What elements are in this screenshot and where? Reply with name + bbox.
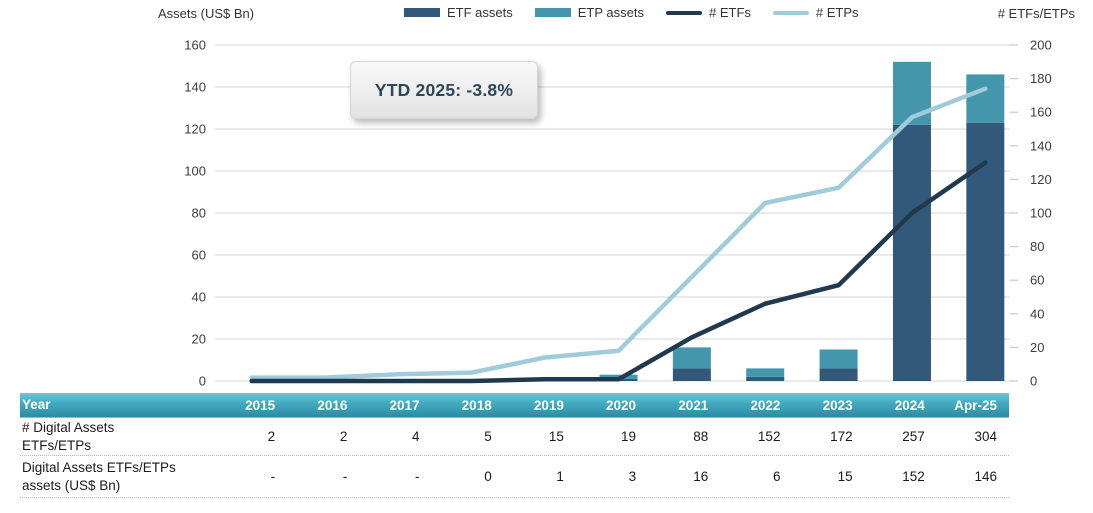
data-table: Year 2015 2016 2017 2018 2019 2020 2021 2022 2023… bbox=[20, 393, 1009, 498]
table-cell: 5 bbox=[484, 429, 492, 444]
etf-etp-asset-bars bbox=[526, 61, 1005, 382]
svg-text:60: 60 bbox=[192, 248, 206, 263]
num-etps-line bbox=[249, 86, 988, 380]
table-cell: 6 bbox=[772, 469, 781, 484]
ytd-annotation-text: YTD 2025: -3.8% bbox=[374, 79, 514, 100]
right-axis-title: # ETFs/ETPs bbox=[997, 6, 1075, 21]
svg-text:120: 120 bbox=[1030, 172, 1052, 187]
table-cell: 4 bbox=[412, 429, 420, 444]
table-cell: 15 bbox=[837, 469, 853, 484]
table-cell: 152 bbox=[902, 469, 925, 484]
legend-label: ETP assets bbox=[577, 5, 644, 20]
etps-line-swatch-icon bbox=[772, 10, 809, 15]
legend-item-num-etfs: # ETFs bbox=[665, 5, 751, 20]
etf-assets-bar bbox=[746, 376, 785, 381]
svg-text:160: 160 bbox=[184, 38, 206, 53]
svg-text:100: 100 bbox=[184, 164, 206, 179]
table-cell: - bbox=[270, 469, 276, 484]
ytd-annotation-box: YTD 2025: -3.8% bbox=[350, 61, 538, 119]
etp-assets-bar bbox=[746, 368, 785, 377]
svg-text:200: 200 bbox=[1030, 38, 1052, 53]
table-year-column-header: 2018 bbox=[461, 397, 492, 413]
svg-text:140: 140 bbox=[184, 80, 206, 95]
table-cell: 172 bbox=[830, 429, 853, 444]
svg-text:0: 0 bbox=[199, 374, 206, 389]
table-cell: 304 bbox=[974, 429, 997, 444]
table-cell: 88 bbox=[693, 429, 709, 444]
table-year-column-header: Apr-25 bbox=[954, 397, 997, 413]
table-year-column-header: 2017 bbox=[389, 397, 420, 413]
svg-text:140: 140 bbox=[1030, 138, 1052, 153]
table-cell: 16 bbox=[693, 469, 709, 484]
table-year-column-header: 2021 bbox=[678, 397, 709, 413]
legend-label: # ETFs bbox=[708, 5, 751, 20]
chart-legend: ETF assets ETP assets # ETFs # ETPs bbox=[404, 5, 881, 20]
svg-text:0: 0 bbox=[1030, 374, 1037, 389]
table-cell: 146 bbox=[974, 469, 997, 484]
svg-text:40: 40 bbox=[1030, 306, 1044, 321]
svg-text:80: 80 bbox=[192, 206, 206, 221]
num-etfs-line bbox=[249, 160, 988, 384]
svg-text:20: 20 bbox=[1030, 340, 1044, 355]
table-cell: 257 bbox=[902, 429, 925, 444]
etf-assets-swatch-icon bbox=[404, 8, 440, 17]
table-header-year-label: Year bbox=[22, 397, 51, 413]
table-cell: - bbox=[342, 469, 348, 484]
table-cell: 2 bbox=[339, 429, 348, 444]
table-cell: 2 bbox=[267, 429, 276, 444]
gridlines bbox=[215, 44, 1010, 382]
table-row: # Digital Assets ETFs/ETPs 2 2 4 5 15 19 88 152 1… bbox=[20, 418, 1009, 456]
legend-item-num-etps: # ETPs bbox=[772, 5, 859, 20]
table-cell: 0 bbox=[484, 469, 492, 484]
etf-assets-bar bbox=[966, 122, 1005, 381]
etfs-line-swatch-icon bbox=[665, 10, 702, 15]
svg-text:100: 100 bbox=[1030, 206, 1052, 221]
table-cell: 15 bbox=[548, 429, 564, 444]
table-row: Digital Assets ETFs/ETPs assets (US$ Bn)… bbox=[20, 456, 1009, 498]
svg-text:80: 80 bbox=[1030, 239, 1044, 254]
table-row-label: # Digital Assets ETFs/ETPs bbox=[22, 420, 115, 453]
table-row-label: Digital Assets ETFs/ETPs assets (US$ Bn) bbox=[22, 460, 176, 493]
etp-assets-swatch-icon bbox=[534, 8, 571, 17]
table-cell: 1 bbox=[556, 469, 564, 484]
right-axis-ticks bbox=[1010, 44, 1018, 382]
legend-label: # ETPs bbox=[815, 5, 859, 20]
svg-text:20: 20 bbox=[192, 332, 206, 347]
svg-text:40: 40 bbox=[192, 290, 206, 305]
table-cell: 152 bbox=[757, 429, 781, 444]
right-axis-tick-labels: 0 20 40 60 80 100 120 140 160 180 200 bbox=[1030, 38, 1052, 389]
legend-item-etf-assets: ETF assets bbox=[404, 5, 513, 20]
svg-text:60: 60 bbox=[1030, 273, 1044, 288]
etf-assets-bar bbox=[672, 368, 711, 381]
etf-assets-bar bbox=[819, 368, 858, 381]
legend-item-etp-assets: ETP assets bbox=[534, 5, 644, 20]
table-cell: - bbox=[415, 469, 420, 484]
etp-assets-bar bbox=[819, 349, 858, 369]
table-year-column-header: 2023 bbox=[822, 397, 853, 413]
combo-chart: 0 20 40 60 80 100 120 140 160 0 20 40 60 80 100 120 140 1… bbox=[184, 38, 1052, 389]
svg-text:180: 180 bbox=[1030, 71, 1052, 86]
etp-assets-bar bbox=[966, 74, 1005, 123]
table-header-row: Year 2015 2016 2017 2018 2019 2020 2021 2022 2023… bbox=[20, 393, 1009, 418]
table-year-column-header: 2015 bbox=[245, 397, 276, 413]
svg-text:120: 120 bbox=[184, 122, 206, 137]
table-year-column-header: 2016 bbox=[317, 397, 348, 413]
etf-assets-bar bbox=[892, 124, 931, 382]
table-year-column-header: 2019 bbox=[533, 397, 564, 413]
table-cell: 19 bbox=[621, 429, 637, 444]
left-axis-tick-labels: 0 20 40 60 80 100 120 140 160 bbox=[184, 38, 206, 389]
legend-label: ETF assets bbox=[447, 5, 513, 20]
table-year-column-header: 2020 bbox=[606, 397, 637, 413]
svg-text:160: 160 bbox=[1030, 105, 1052, 120]
table-cell: 3 bbox=[628, 469, 637, 484]
left-axis-title: Assets (US$ Bn) bbox=[158, 6, 255, 21]
etp-assets-bar bbox=[672, 347, 711, 369]
table-year-column-header: 2022 bbox=[750, 397, 781, 413]
table-year-column-header: 2024 bbox=[894, 397, 925, 413]
